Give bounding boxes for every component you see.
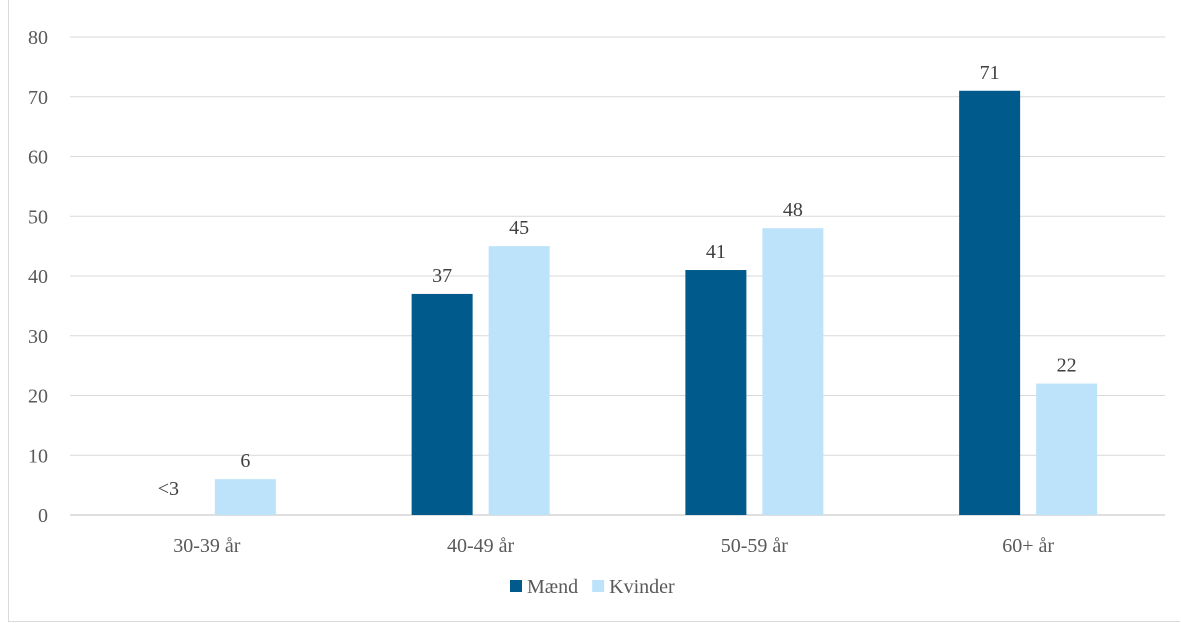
x-tick-label-40-49 år: 40-49 år <box>447 535 515 557</box>
data-labels: <3 6 37 45 41 48 71 22 <box>158 62 1077 500</box>
y-tick-label-50: 50 <box>28 206 48 228</box>
data-label-Mænd-40-49 år: 37 <box>432 265 452 287</box>
data-label-Mænd-30-39 år: <3 <box>158 478 179 500</box>
bar-Mænd-60+ år <box>959 90 1021 516</box>
legend: Mænd Kvinder <box>510 576 675 598</box>
y-tick-label-30: 30 <box>28 326 48 348</box>
y-axis-labels: 0 10 20 30 40 50 60 70 80 <box>28 27 48 527</box>
bar-Kvinder-30-39 år <box>214 479 276 515</box>
data-label-Kvinder-40-49 år: 45 <box>509 217 529 239</box>
legend-swatch-Mænd <box>510 580 522 592</box>
y-tick-label-80: 80 <box>28 27 48 49</box>
y-tick-label-20: 20 <box>28 386 48 408</box>
bar-Kvinder-40-49 år <box>488 246 550 515</box>
x-axis-labels: 30-39 år 40-49 år 50-59 år 60+ år <box>173 535 1054 557</box>
data-label-Kvinder-60+ år: 22 <box>1057 355 1077 377</box>
data-label-Kvinder-50-59 år: 48 <box>783 199 803 221</box>
data-label-Kvinder-30-39 år: 6 <box>240 450 250 472</box>
y-tick-label-10: 10 <box>28 445 48 467</box>
legend-label-Mænd: Mænd <box>527 576 578 598</box>
bar-Mænd-50-59 år <box>685 270 747 515</box>
y-tick-label-70: 70 <box>28 87 48 109</box>
bars <box>214 90 1098 516</box>
legend-label-Kvinder: Kvinder <box>609 576 675 598</box>
chart-frame <box>8 0 1180 622</box>
y-tick-label-0: 0 <box>38 505 48 527</box>
x-tick-label-50-59 år: 50-59 år <box>721 535 789 557</box>
data-label-Mænd-60+ år: 71 <box>980 62 1000 84</box>
y-tick-label-40: 40 <box>28 266 48 288</box>
y-tick-label-60: 60 <box>28 147 48 169</box>
bar-Kvinder-60+ år <box>1036 383 1098 515</box>
bar-Mænd-40-49 år <box>411 293 473 515</box>
bar-Kvinder-50-59 år <box>762 228 824 515</box>
x-tick-label-60+ år: 60+ år <box>1002 535 1054 557</box>
x-tick-label-30-39 år: 30-39 år <box>173 535 241 557</box>
data-label-Mænd-50-59 år: 41 <box>706 241 726 263</box>
legend-swatch-Kvinder <box>592 580 605 592</box>
